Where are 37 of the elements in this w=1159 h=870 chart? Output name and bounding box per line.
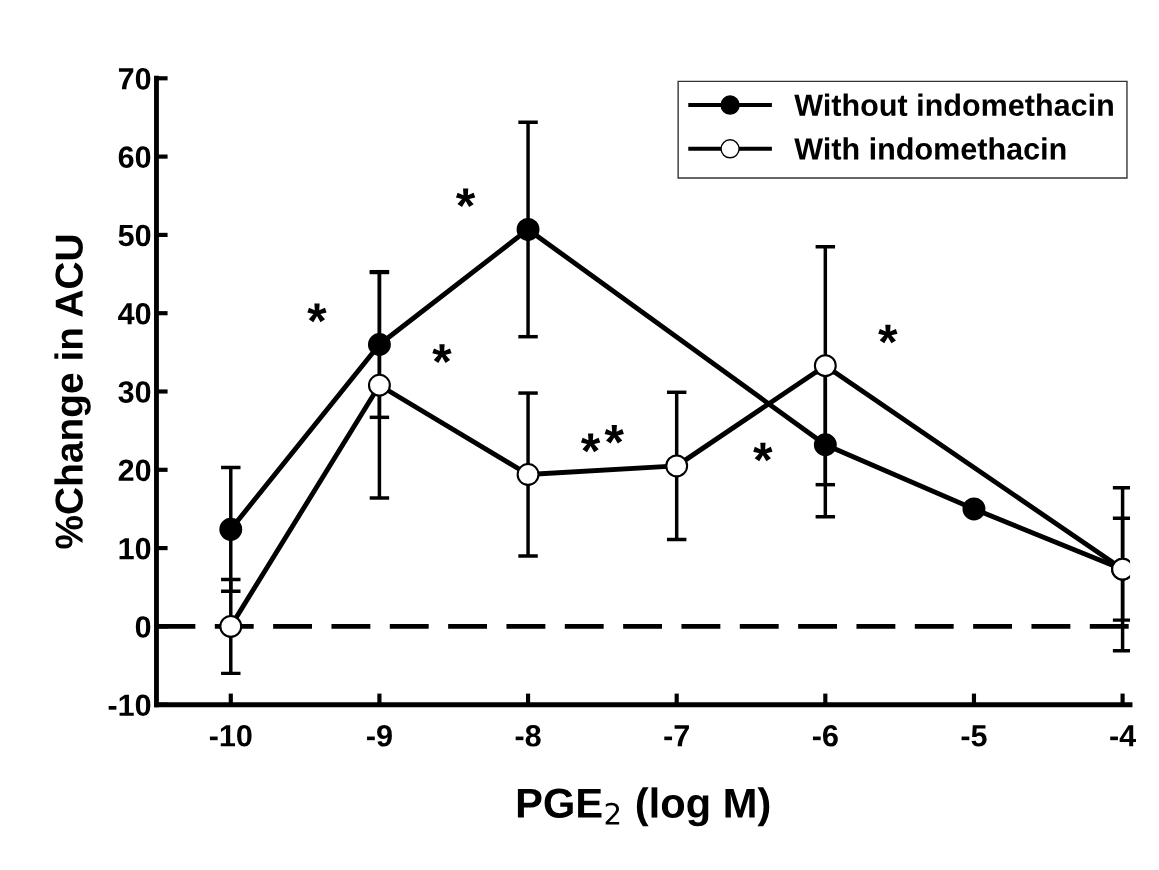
x-tick-label: -9 (367, 724, 392, 747)
y-tick-label: 20 (118, 459, 151, 482)
point (962, 497, 986, 521)
x-tick-label: -5 (961, 725, 987, 747)
x-tick-label: -6 (812, 724, 838, 747)
annotation: * (432, 344, 452, 363)
legend-label: With indomethacin (794, 137, 1066, 160)
point (813, 354, 837, 378)
y-tick-label: 40 (118, 302, 151, 325)
x-tick-label: -4 (1110, 725, 1137, 747)
point (219, 517, 243, 541)
point (665, 454, 689, 478)
annotation: * (580, 433, 601, 453)
annotation: * (455, 188, 476, 208)
x-tick-label: -10 (209, 724, 252, 747)
x-tick-label: -8 (515, 724, 541, 747)
y-tick-label: 10 (119, 537, 151, 560)
annotation: * (604, 424, 624, 444)
annotation: * (307, 303, 327, 323)
point (813, 433, 837, 457)
y-tick-label: 50 (118, 224, 151, 247)
point (516, 217, 540, 241)
point (516, 463, 540, 486)
y-tick-label: 60 (118, 146, 151, 168)
legend-label: Without indomethacin (794, 93, 1113, 117)
y-tick-label: 30 (118, 381, 151, 403)
annotation: * (878, 324, 898, 344)
x-axis-title: PGE$_{2}$ (log M) (517, 787, 770, 827)
point (367, 373, 391, 397)
y-tick-label: 0 (135, 616, 151, 638)
point (219, 614, 243, 638)
x-tick-label: -7 (664, 725, 689, 747)
y-axis-title: %Change in ACU (54, 235, 91, 549)
annotation: * (753, 442, 773, 462)
y-tick-label: -10 (108, 694, 151, 717)
point (367, 333, 391, 356)
y-tick-label: 70 (118, 68, 151, 90)
